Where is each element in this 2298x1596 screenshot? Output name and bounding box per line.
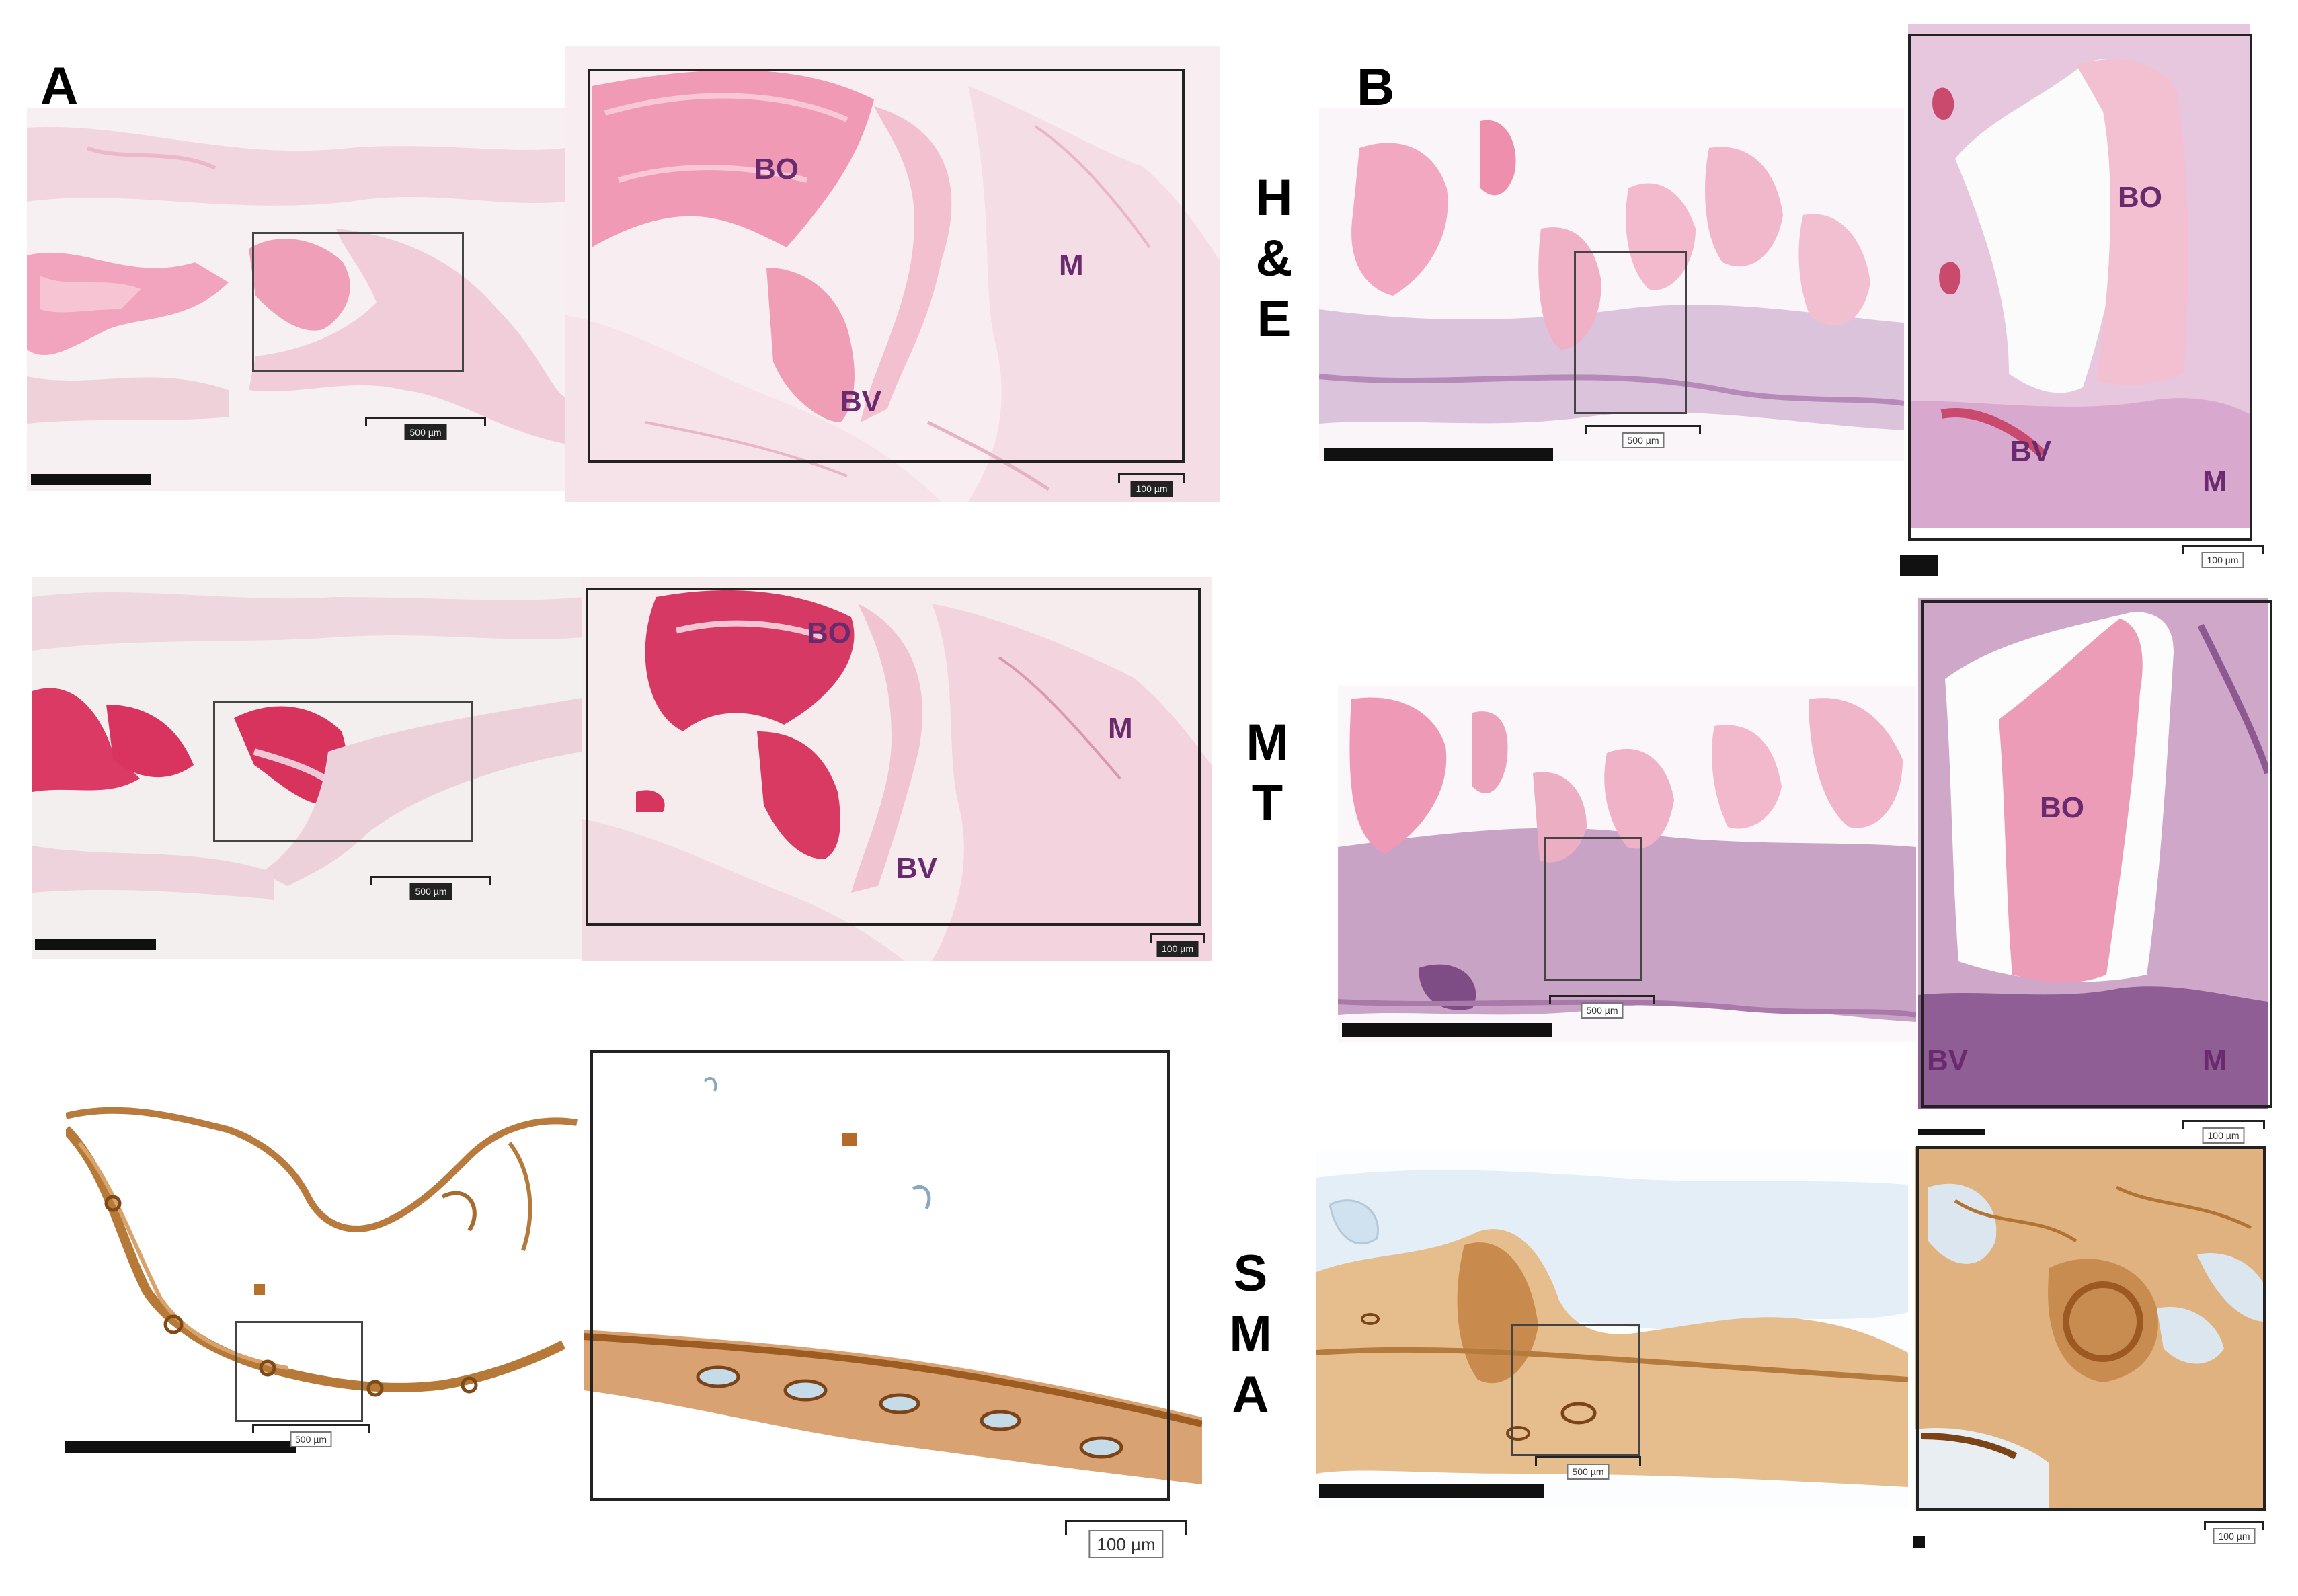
- zoom-frame-sma-a: [590, 1050, 1170, 1501]
- micrograph-he-a-zoom: [565, 46, 1220, 502]
- micrograph-he-b-overview: [1319, 108, 1904, 461]
- scale-bar-sma-a: [65, 1441, 296, 1453]
- label-mesenchyme-he-a: M: [1059, 249, 1084, 282]
- scale-bracket-mt-a-zoom: 100 µm: [1150, 933, 1205, 957]
- scale-bracket-sma-b-zoom: 100 µm: [2204, 1521, 2264, 1544]
- zoom-frame-he-a: [588, 69, 1185, 463]
- scale-bar-mt-a: [35, 939, 156, 950]
- scale-bracket-sma-a: 500 µm: [252, 1424, 370, 1447]
- micrograph-sma-b-zoom: [1915, 1147, 2266, 1510]
- scale-bracket-he-a: 500 µm: [365, 417, 486, 440]
- scale-bar-he-a: [31, 474, 151, 485]
- label-blood-vessel-mt-b: BV: [1927, 1044, 1969, 1077]
- label-bone-he-b: BO: [2118, 181, 2162, 214]
- micrograph-sma-a-zoom: [584, 1054, 1202, 1503]
- label-blood-vessel-mt-a: BV: [896, 852, 938, 885]
- scale-bracket-mt-b: 500 µm: [1549, 995, 1655, 1019]
- zoom-frame-sma-b: [1916, 1146, 2266, 1511]
- label-mesenchyme-he-b: M: [2203, 465, 2227, 498]
- scale-bracket-mt-a: 500 µm: [370, 876, 491, 900]
- micrograph-he-b-zoom: [1908, 24, 2250, 528]
- inset-box-he-b: [1574, 251, 1687, 414]
- zoom-frame-he-b: [1908, 34, 2252, 541]
- inset-box-mt-b: [1544, 837, 1642, 981]
- label-mesenchyme-mt-b: M: [2203, 1044, 2227, 1077]
- label-blood-vessel-he-b: BV: [2010, 435, 2052, 468]
- zoom-frame-mt-a: [586, 588, 1201, 926]
- micrograph-mt-b-zoom: [1918, 598, 2268, 1109]
- inset-box-sma-b: [1511, 1324, 1640, 1456]
- label-bone-he-a: BO: [754, 153, 799, 186]
- scale-bar-sma-b: [1319, 1484, 1544, 1498]
- inset-box-sma-a: [235, 1321, 363, 1422]
- scale-bracket-mt-b-zoom: 100 µm: [2182, 1120, 2265, 1144]
- scale-bracket-he-b: 500 µm: [1585, 425, 1701, 448]
- micrograph-sma-a-overview: [66, 1103, 584, 1452]
- scale-bar-mt-b-zoom: [1918, 1129, 1985, 1135]
- scale-bracket-sma-a-zoom: 100 µm: [1065, 1520, 1187, 1558]
- panel-letter-b: B: [1357, 57, 1395, 116]
- scale-bracket-he-b-zoom: 100 µm: [2182, 545, 2264, 568]
- scale-bracket-sma-b: 500 µm: [1535, 1456, 1641, 1480]
- scale-bar-mt-b: [1342, 1023, 1552, 1037]
- scale-bar-he-b-zoom: [1900, 555, 1938, 576]
- inset-box-mt-a: [213, 701, 473, 842]
- label-bone-mt-a: BO: [807, 616, 851, 649]
- micrograph-sma-b-overview: [1316, 1151, 1908, 1509]
- micrograph-he-a-overview: [27, 108, 565, 491]
- micrograph-mt-a-overview: [32, 577, 582, 959]
- scale-bracket-he-a-zoom: 100 µm: [1118, 473, 1185, 497]
- stain-label-he: H & E: [1255, 169, 1293, 348]
- micrograph-mt-a-zoom: [582, 577, 1212, 961]
- scale-bar-sma-b-zoom: [1913, 1536, 1925, 1548]
- label-mesenchyme-mt-a: M: [1108, 712, 1133, 745]
- inset-box-he-a: [252, 232, 464, 372]
- stain-label-sma: S M A: [1229, 1245, 1272, 1423]
- micrograph-mt-b-overview: [1338, 686, 1916, 1042]
- panel-letter-a: A: [40, 56, 79, 115]
- label-blood-vessel-he-a: BV: [840, 385, 882, 418]
- label-bone-mt-b: BO: [2040, 791, 2084, 824]
- stain-label-mt: M T: [1246, 714, 1289, 832]
- scale-bar-he-b: [1324, 448, 1553, 461]
- zoom-frame-mt-b: [1921, 600, 2272, 1108]
